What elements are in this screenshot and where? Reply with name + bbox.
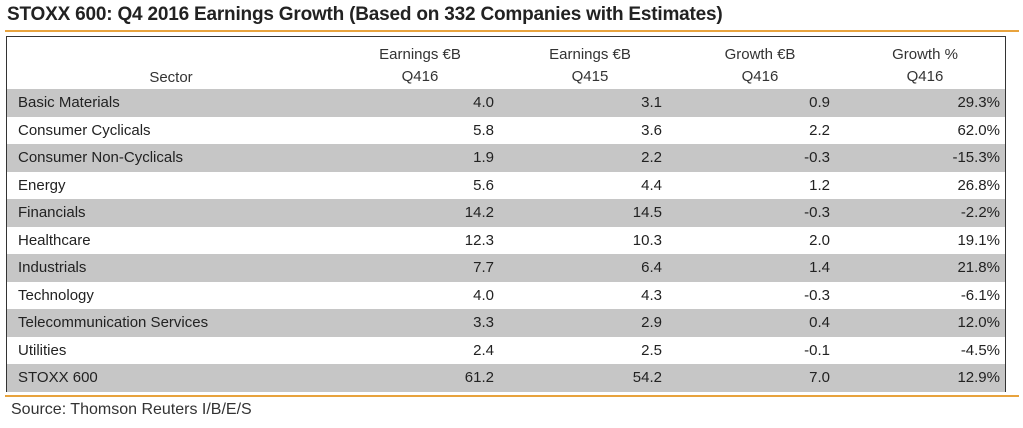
earnings-q416-cell: 3.3 (473, 314, 494, 331)
earnings-q415-cell: 2.5 (641, 341, 662, 359)
table-row: Telecommunication Services 3.3 2.9 0.4 1… (7, 309, 1005, 337)
earnings-q416-cell: 5.6 (473, 176, 494, 194)
earnings-q415-cell: 6.4 (641, 259, 662, 276)
earnings-q416-cell: 5.8 (473, 121, 494, 139)
growth-pct-cell: 21.8% (957, 259, 1000, 276)
earnings-q415-cell: 3.6 (641, 121, 662, 139)
table-row: Consumer Cyclicals 5.8 3.6 2.2 62.0% (7, 117, 1005, 145)
footer-rule (5, 395, 1019, 397)
table-row: Consumer Non-Cyclicals 1.9 2.2 -0.3 -15.… (7, 144, 1005, 172)
table-row: Utilities 2.4 2.5 -0.1 -4.5% (7, 337, 1005, 365)
sector-cell: Healthcare (18, 231, 91, 249)
growth-eur-cell: -0.3 (804, 286, 830, 304)
growth-pct-cell: 12.9% (957, 369, 1000, 386)
earnings-q415-cell: 3.1 (641, 94, 662, 111)
growth-eur-cell: 0.9 (809, 94, 830, 111)
sector-cell: Utilities (18, 341, 67, 359)
title-rule (5, 30, 1019, 32)
growth-eur-cell: 7.0 (809, 369, 830, 386)
growth-eur-cell: 2.0 (809, 231, 830, 249)
earnings-q416-cell: 4.0 (473, 286, 494, 304)
sector-cell: Energy (18, 176, 66, 194)
table-row: Basic Materials 4.0 3.1 0.9 29.3% (7, 89, 1005, 117)
earnings-q416-cell: 2.4 (473, 341, 494, 359)
sector-cell: Consumer Non-Cyclicals (18, 149, 184, 166)
header-growth-pct: Growth % Q416 (892, 46, 958, 85)
growth-pct-cell: -2.2% (960, 204, 1000, 221)
header-earnings-q416: Earnings €B Q416 (379, 46, 461, 85)
earnings-q415-cell: 10.3 (632, 231, 662, 249)
table-row: Industrials 7.7 6.4 1.4 21.8% (7, 254, 1005, 282)
growth-eur-cell: 1.2 (809, 176, 830, 194)
growth-pct-cell: 62.0% (957, 121, 1000, 139)
earnings-q416-cell: 1.9 (473, 149, 494, 166)
header-earnings-q415: Earnings €B Q415 (549, 46, 631, 85)
growth-eur-cell: -0.3 (804, 149, 830, 166)
earnings-q415-cell: 2.9 (641, 314, 662, 331)
sector-cell: STOXX 600 (18, 369, 98, 386)
earnings-q415-cell: 4.3 (641, 286, 662, 304)
growth-eur-cell: 0.4 (809, 314, 830, 331)
growth-eur-cell: 2.2 (809, 121, 830, 139)
table-total-row: STOXX 600 61.2 54.2 7.0 12.9% (7, 364, 1005, 392)
page-title: STOXX 600: Q4 2016 Earnings Growth (Base… (7, 4, 723, 25)
growth-eur-cell: -0.3 (804, 204, 830, 221)
growth-eur-cell: 1.4 (809, 259, 830, 276)
table-row: Technology 4.0 4.3 -0.3 -6.1% (7, 282, 1005, 310)
sector-cell: Technology (18, 286, 94, 304)
earnings-q415-cell: 4.4 (641, 176, 662, 194)
earnings-q416-cell: 14.2 (464, 204, 494, 221)
growth-pct-cell: 29.3% (957, 94, 1000, 111)
header-sector: Sector (149, 69, 193, 86)
growth-pct-cell: -4.5% (960, 341, 1000, 359)
table-header: Sector Earnings €B Q416 Earnings €B Q415… (7, 37, 1005, 89)
earnings-q416-cell: 4.0 (473, 94, 494, 111)
growth-pct-cell: 19.1% (957, 231, 1000, 249)
table-row: Financials 14.2 14.5 -0.3 -2.2% (7, 199, 1005, 227)
table-row: Energy 5.6 4.4 1.2 26.8% (7, 172, 1005, 200)
sector-cell: Consumer Cyclicals (18, 121, 151, 139)
source-note: Source: Thomson Reuters I/B/E/S (11, 401, 252, 418)
growth-eur-cell: -0.1 (804, 341, 830, 359)
sector-cell: Basic Materials (18, 94, 120, 111)
earnings-q415-cell: 14.5 (632, 204, 662, 221)
header-growth-eur: Growth €B Q416 (724, 46, 796, 85)
earnings-q416-cell: 7.7 (473, 259, 494, 276)
growth-pct-cell: 26.8% (957, 176, 1000, 194)
growth-pct-cell: -15.3% (952, 149, 1000, 166)
table-row: Healthcare 12.3 10.3 2.0 19.1% (7, 227, 1005, 255)
earnings-q415-cell: 2.2 (641, 149, 662, 166)
earnings-table: Sector Earnings €B Q416 Earnings €B Q415… (7, 37, 1005, 392)
sector-cell: Telecommunication Services (18, 314, 209, 331)
earnings-q415-cell: 54.2 (632, 369, 662, 386)
table-frame (6, 36, 1006, 392)
earnings-q416-cell: 12.3 (464, 231, 494, 249)
sector-cell: Industrials (18, 259, 87, 276)
sector-cell: Financials (18, 204, 86, 221)
earnings-q416-cell: 61.2 (464, 369, 494, 386)
growth-pct-cell: -6.1% (960, 286, 1000, 304)
growth-pct-cell: 12.0% (957, 314, 1000, 331)
